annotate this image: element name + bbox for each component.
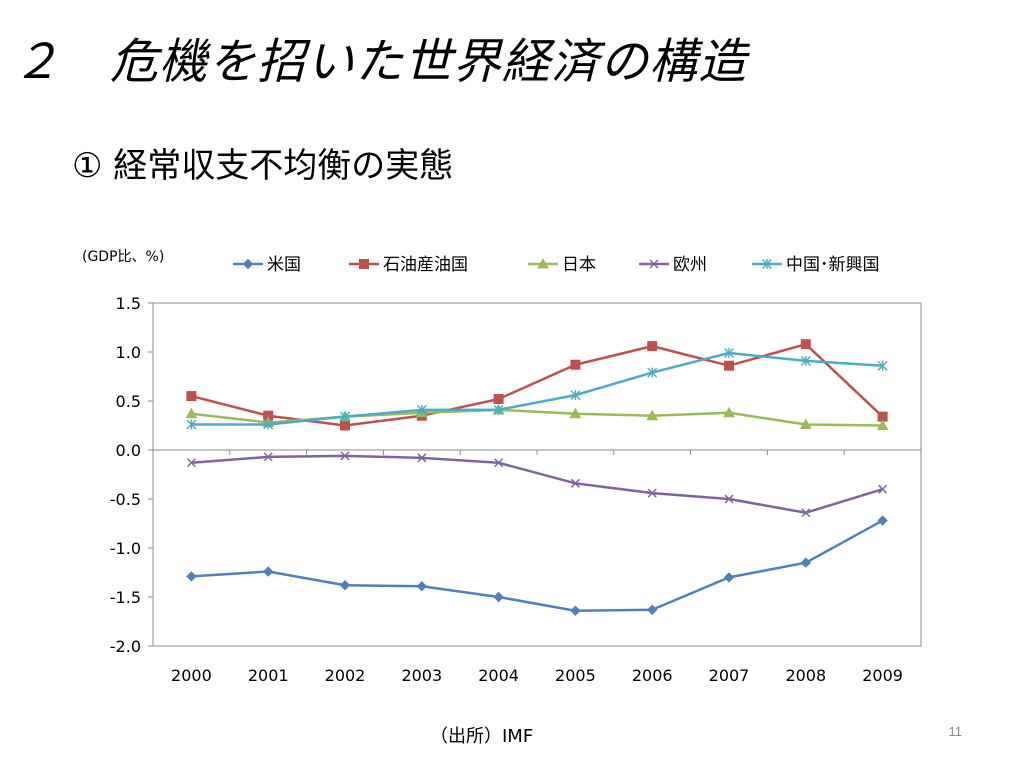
data-point [417, 453, 427, 463]
data-point [723, 572, 735, 583]
legend-label: 中国･新興国 [786, 255, 880, 275]
data-point [647, 341, 658, 352]
y-tick-label: -0.5 [110, 490, 141, 509]
x-tick-label: 2008 [785, 666, 826, 685]
data-point [263, 419, 274, 430]
data-point [723, 406, 735, 418]
data-point [339, 580, 351, 591]
data-point [186, 391, 197, 402]
y-tick-label: 0.0 [116, 441, 141, 460]
series-line [191, 408, 883, 427]
legend-label: 米国 [267, 255, 301, 275]
data-point [186, 419, 197, 430]
data-point [570, 478, 580, 488]
data-point [647, 488, 657, 498]
series-5 [186, 347, 888, 430]
series-2 [186, 339, 888, 431]
legend-label: 日本 [562, 255, 596, 275]
legend-item: 石油産油国 [349, 255, 468, 275]
legend-item: 日本 [528, 255, 596, 275]
data-point [185, 407, 198, 419]
data-point [494, 458, 504, 468]
series-3 [185, 403, 889, 430]
data-point [724, 347, 734, 358]
data-point [647, 367, 658, 378]
data-point [876, 419, 889, 430]
series-line [191, 519, 884, 612]
x-tick-label: 2004 [478, 666, 519, 685]
data-point [493, 591, 504, 603]
data-point [570, 605, 581, 616]
data-point [493, 404, 504, 415]
series-4 [186, 451, 888, 518]
data-point [340, 420, 350, 431]
x-tick-label: 2009 [862, 666, 903, 685]
slide-title: ２ 危機を招いた世界経済の構造 [12, 34, 748, 90]
data-point [569, 407, 582, 419]
data-point [263, 452, 273, 462]
legend-marker [359, 259, 369, 269]
legend-marker [242, 258, 254, 270]
data-point [186, 458, 196, 468]
data-point [646, 604, 658, 615]
data-point [186, 571, 197, 582]
data-point [800, 557, 812, 568]
legend-item: 中国･新興国 [752, 255, 880, 275]
data-point [262, 566, 274, 577]
data-point [877, 515, 888, 526]
legend-item: 欧州 [639, 255, 707, 275]
y-tick-label: 1.0 [116, 343, 141, 362]
data-point [340, 411, 350, 422]
legend-marker [649, 259, 659, 269]
data-point [340, 451, 350, 461]
y-tick-label: 0.5 [116, 392, 141, 411]
legend-label: 欧州 [673, 255, 707, 275]
plot-area-border [152, 302, 922, 647]
legend-marker [762, 259, 772, 269]
x-tick-label: 2000 [171, 666, 212, 685]
y-tick-label: -1.0 [110, 539, 141, 558]
data-point [800, 339, 811, 350]
y-tick-label: -1.5 [110, 588, 141, 607]
slide-subtitle: ① 経常収支不均衡の実態 [72, 146, 454, 186]
legend-marker [537, 257, 549, 269]
data-point [570, 390, 581, 401]
source-note: （出所）IMF [430, 726, 534, 747]
data-point [416, 404, 427, 415]
series-line [191, 342, 884, 427]
page-number: 11 [948, 724, 963, 739]
data-point [416, 581, 428, 592]
x-tick-label: 2002 [325, 666, 366, 685]
chart-unit-label: (GDP比、%) [82, 249, 165, 265]
data-point [646, 409, 659, 421]
data-point [724, 494, 734, 504]
data-point [801, 508, 811, 518]
y-tick-label: 1.5 [116, 294, 141, 313]
x-tick-label: 2005 [555, 666, 596, 685]
data-point [493, 394, 504, 405]
x-tick-label: 2001 [248, 666, 289, 685]
data-point [799, 418, 812, 430]
series-line [191, 351, 883, 426]
series-line [191, 454, 883, 514]
legend-item: 米国 [233, 255, 301, 275]
x-tick-label: 2007 [709, 666, 750, 685]
data-point [878, 484, 888, 494]
data-point [800, 355, 811, 366]
y-tick-label: -2.0 [110, 637, 141, 656]
data-point [724, 360, 734, 371]
x-tick-label: 2003 [401, 666, 442, 685]
data-point [570, 359, 581, 370]
x-tick-label: 2006 [632, 666, 673, 685]
data-point [877, 360, 888, 371]
series-1 [186, 515, 888, 616]
legend-label: 石油産油国 [383, 255, 468, 275]
